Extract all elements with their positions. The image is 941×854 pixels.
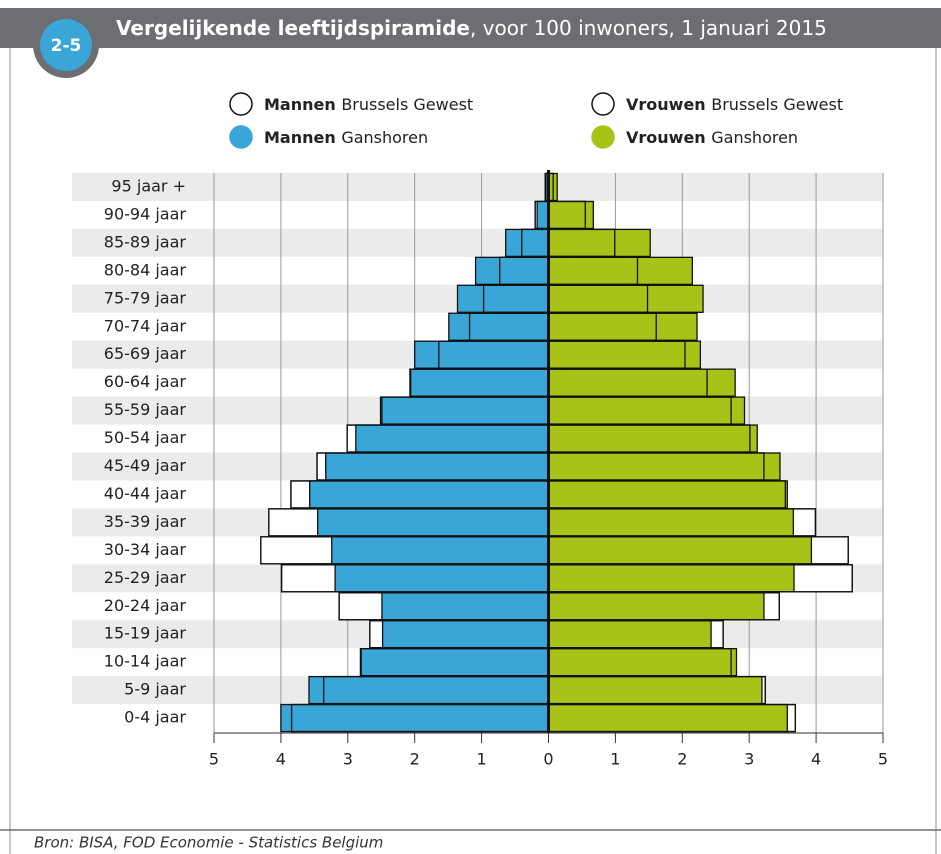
legend-label: Vrouwen Ganshoren [626,128,798,147]
bar [410,368,550,397]
bar [547,564,795,593]
y-tick-label: 10-14 jaar [104,652,187,671]
legend-swatch [229,125,253,149]
bar [414,340,550,369]
y-tick-label: 5-9 jaar [124,680,186,699]
x-tick-label: 2 [677,750,687,769]
title-rest: , voor 100 inwoners, 1 januari 2015 [470,16,827,40]
bar [547,340,702,369]
legend-label: Mannen Brussels Gewest [264,95,473,114]
bar [547,536,813,565]
legend-bold: Vrouwen [626,95,711,114]
row-band [72,228,883,257]
source: Bron: BISA, FOD Economie - Statistics Be… [34,834,383,852]
y-tick-label: 60-64 jaar [104,372,187,391]
y-tick-label: 40-44 jaar [104,484,187,503]
bar [360,648,550,677]
badge-label: 2-5 [51,36,82,56]
y-tick-label: 70-74 jaar [104,316,187,335]
x-tick-label: 1 [610,750,620,769]
bar [381,396,550,425]
legend-swatch [591,92,615,116]
bar [456,284,550,313]
bar [547,675,763,705]
legend-swatch [229,92,253,116]
x-tick-label: 3 [744,750,754,769]
bar [334,564,550,593]
legend-rest: Ganshoren [711,128,798,147]
x-tick-label: 5 [878,750,888,769]
legend-label: Mannen Ganshoren [264,128,428,147]
bar [547,648,738,677]
bar [547,703,788,733]
x-tick-label: 2 [410,750,420,769]
x-tick-label: 4 [276,750,286,769]
bar [505,228,550,258]
title-bold: Vergelijkende leeftijdspiramide [116,16,470,40]
row-band [72,173,883,201]
legend-rest: Ganshoren [341,128,428,147]
bar [325,452,550,481]
legend-bold: Vrouwen [626,128,711,147]
bar [547,396,746,425]
bar [308,675,550,705]
bar [355,424,550,453]
y-tick-label: 95 jaar + [111,177,186,196]
legend-swatch [591,125,615,149]
bar [547,620,712,649]
bar [547,480,788,509]
chart-title: Vergelijkende leeftijdspiramide, voor 10… [116,16,827,40]
legend-bold: Mannen [264,128,341,147]
badge [40,19,92,71]
bar [547,200,594,230]
bar [474,256,550,286]
legend-bold: Mannen [264,95,341,114]
bar [547,256,693,286]
bar [547,312,698,341]
bar [317,508,550,537]
bar [448,312,550,341]
y-tick-label: 50-54 jaar [104,428,187,447]
y-tick-label: 85-89 jaar [104,232,187,251]
y-tick-label: 15-19 jaar [104,624,187,643]
legend-label: Vrouwen Brussels Gewest [626,95,843,114]
bar [331,536,550,565]
bar [547,452,781,481]
y-tick-label: 65-69 jaar [104,344,187,363]
x-tick-label: 4 [811,750,821,769]
y-tick-label: 35-39 jaar [104,512,187,531]
bar [547,424,758,453]
x-tick-label: 5 [209,750,219,769]
y-tick-label: 20-24 jaar [104,596,187,615]
y-tick-label: 75-79 jaar [104,288,187,307]
bar [309,480,550,509]
bar [381,592,550,621]
bar [547,592,765,621]
x-tick-label: 1 [477,750,487,769]
legend-rest: Brussels Gewest [341,95,473,114]
header-bar [0,8,941,48]
y-tick-label: 80-84 jaar [104,260,187,279]
y-tick-label: 90-94 jaar [104,204,187,223]
legend-rest: Brussels Gewest [711,95,843,114]
x-tick-label: 0 [543,750,553,769]
bar [381,620,550,649]
y-tick-label: 45-49 jaar [104,456,187,475]
y-tick-label: 0-4 jaar [124,708,186,727]
bar [280,703,550,733]
y-tick-label: 55-59 jaar [104,400,187,419]
bar [536,200,550,230]
bar [547,508,795,537]
y-tick-label: 30-34 jaar [104,540,187,559]
bar [547,228,651,258]
bar [547,284,704,313]
x-tick-label: 3 [343,750,353,769]
y-tick-label: 25-29 jaar [104,568,187,587]
